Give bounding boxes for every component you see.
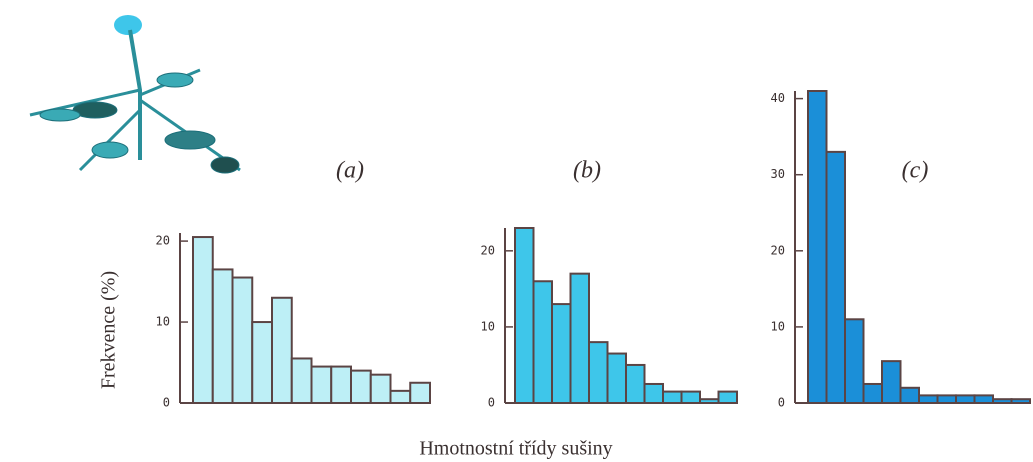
y-tick-label: 20 [771, 243, 785, 257]
bar [231, 276, 254, 404]
bar [918, 394, 939, 405]
bar [514, 227, 535, 404]
chart-title: (b) [573, 158, 601, 184]
y-axis-label: Frekvence (%) [98, 271, 120, 389]
bar [862, 382, 883, 405]
y-tick-label: 20 [156, 234, 170, 248]
x-axis-label: Hmotnostní třídy sušiny [419, 438, 612, 460]
y-tick-label: 30 [771, 167, 785, 181]
bar [569, 272, 590, 404]
y-tick-label: 10 [156, 315, 170, 329]
bar [211, 268, 234, 404]
y-tick-label: 20 [481, 243, 495, 257]
bar [389, 389, 412, 405]
plant-illustration [29, 15, 241, 174]
bar [625, 363, 646, 404]
bar [881, 360, 902, 404]
bar [588, 341, 609, 404]
bar [350, 369, 372, 404]
bar [992, 398, 1013, 405]
y-tick-label: 0 [488, 396, 495, 410]
bar [551, 303, 572, 404]
bar [290, 357, 313, 405]
bar [643, 382, 664, 405]
y-tick-label: 0 [163, 396, 170, 410]
bar [680, 390, 701, 404]
y-tick-label: 10 [771, 319, 785, 333]
bar [532, 280, 553, 404]
bar [717, 390, 738, 404]
bar [271, 296, 293, 404]
bar [899, 386, 920, 404]
bar [409, 381, 431, 404]
bar [1010, 398, 1031, 405]
bar [825, 150, 846, 404]
chart-title: (c) [902, 158, 929, 184]
bar [955, 394, 976, 405]
y-tick-label: 10 [481, 319, 495, 333]
bar [699, 398, 720, 404]
bar [973, 394, 994, 405]
bar [662, 390, 683, 404]
y-tick-label: 40 [771, 91, 785, 105]
bar [844, 318, 865, 405]
bar [807, 90, 828, 404]
bar [310, 365, 333, 405]
bar [369, 373, 392, 404]
bar [936, 394, 957, 405]
bar [251, 321, 273, 404]
chart-title: (a) [336, 158, 364, 184]
bar [606, 352, 627, 405]
y-tick-label: 0 [778, 396, 785, 410]
bar [330, 365, 352, 405]
bar [192, 236, 214, 404]
